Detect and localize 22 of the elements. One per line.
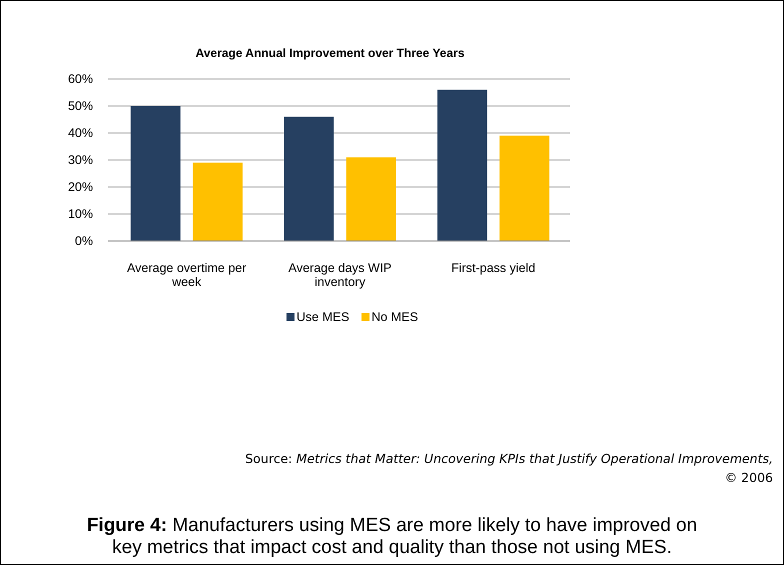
- text: © 2006: [724, 470, 774, 485]
- y-tick-label: 20%: [68, 180, 93, 194]
- y-tick-label: 10%: [68, 207, 93, 221]
- bar: [346, 157, 396, 241]
- bar: [192, 162, 243, 241]
- y-tick-label: 60%: [68, 72, 93, 86]
- bar: [437, 90, 488, 241]
- x-tick-label: Average days WIP inventory: [288, 261, 392, 289]
- y-tick-label: 50%: [68, 99, 93, 113]
- y-tick-label: 0%: [74, 234, 93, 248]
- legend-label: Use MES: [296, 310, 350, 324]
- source-note: Source: Metrics that Matter: Uncovering KPIs that Justify Operational Improvements,: [245, 451, 773, 466]
- legend-label: No MES: [372, 310, 418, 324]
- bar: [284, 116, 334, 241]
- y-tick-label: 40%: [68, 126, 93, 140]
- bar: [130, 106, 180, 241]
- x-tick-label: First-pass yield: [451, 261, 536, 275]
- bar: [500, 136, 550, 241]
- y-tick-label: 30%: [68, 153, 93, 167]
- caption: Figure 4: Manufacturers using MES are more likely to have improved on key metrics that impact cost and quality than those not using MES.: [86, 515, 698, 558]
- chart-title: Average Annual Improvement over Three Years: [196, 46, 465, 60]
- x-tick-label: Average overtime per week: [127, 261, 246, 289]
